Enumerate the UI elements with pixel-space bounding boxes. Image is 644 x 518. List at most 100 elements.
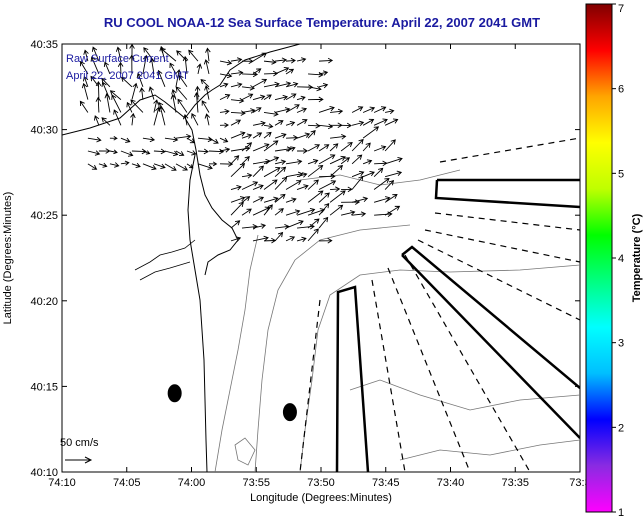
current-vector [285,236,296,242]
current-vector [318,202,330,216]
current-vector [139,87,145,100]
current-vector [352,211,367,217]
current-vector [219,137,229,143]
current-vector [109,162,120,168]
current-vector [120,160,130,166]
current-vector [153,99,159,113]
station-markers [167,384,297,422]
current-vector [164,163,177,171]
map-layer [62,44,580,472]
current-vector [351,170,365,178]
current-vector [318,216,329,229]
current-vector [285,146,296,152]
x-tick-label: 73:3 [569,477,590,489]
current-vector [241,85,256,91]
current-vector [330,108,344,115]
current-vector [201,100,210,113]
current-vector [351,196,369,203]
current-vector [307,85,322,92]
current-vector [263,94,272,101]
current-vector [82,75,89,87]
current-vector [130,112,136,126]
current-vector [252,132,263,139]
current-vector [175,69,182,87]
current-vector [263,156,280,165]
colorbar-tick-label: 3 [618,338,624,350]
x-tick-label: 74:05 [113,477,141,489]
current-vector [191,113,199,126]
current-vector [178,74,188,88]
current-vector [362,126,380,139]
current-vector [384,180,395,190]
current-vector [175,133,192,140]
current-vector [384,139,396,152]
current-vector [131,82,138,100]
current-vector [193,92,200,113]
current-vector [130,99,144,113]
current-vector [252,68,262,75]
current-vector [373,145,387,152]
current-vector [109,90,122,100]
current-vector [274,107,291,113]
current-vector [142,136,156,143]
current-vector [230,196,246,203]
current-vector [373,177,390,190]
current-vector [103,61,111,75]
current-vector [274,159,287,165]
current-vector [87,136,102,143]
current-vector [252,52,268,62]
current-vector [285,197,297,203]
current-vector [230,185,242,191]
current-vector [274,166,287,178]
current-vector [252,223,267,229]
current-vector [230,131,246,139]
current-vector [208,161,218,167]
current-vector [188,49,199,62]
current-vector [296,107,308,113]
current-vector [373,196,391,203]
current-vector [308,96,324,103]
chart-title: RU COOL NOAA-12 Sea Surface Temperature:… [104,15,540,30]
current-vector [340,210,356,216]
x-tick-label: 73:40 [437,477,465,489]
current-vector [131,162,141,168]
current-vector [120,137,131,143]
current-vector [296,57,307,63]
current-vector [285,219,304,229]
current-vector [274,57,288,64]
x-tick-label: 74:00 [178,477,206,489]
current-vector [384,118,399,126]
colorbar-tick-label: 1 [618,507,624,518]
current-vector [274,94,288,101]
current-vector [101,117,111,126]
current-vector [340,157,351,165]
current-vector [200,78,210,88]
current-vector [111,94,122,113]
current-vector [129,54,135,74]
current-vector [186,150,197,156]
current-vector [219,59,233,66]
current-vector [241,173,253,179]
current-vector [241,181,259,190]
current-vector [197,148,209,155]
current-vector [351,106,364,113]
current-vector [296,236,307,243]
current-vector [79,100,89,113]
current-vector [126,101,133,113]
current-vector [120,150,134,157]
current-vector [319,237,333,244]
colorbar-tick-label: 2 [618,422,624,434]
current-vector [136,72,144,87]
current-vector [149,57,155,75]
current-vector [90,75,100,88]
current-vector [263,196,279,203]
current-vector [95,80,102,100]
current-vector [274,208,284,216]
current-vector [274,231,284,242]
current-vector [219,82,229,88]
scale-label: 50 cm/s [60,437,99,449]
current-vector [296,172,308,178]
current-vector [340,142,353,152]
y-tick-label: 40:30 [30,125,58,137]
current-vector [274,176,288,190]
